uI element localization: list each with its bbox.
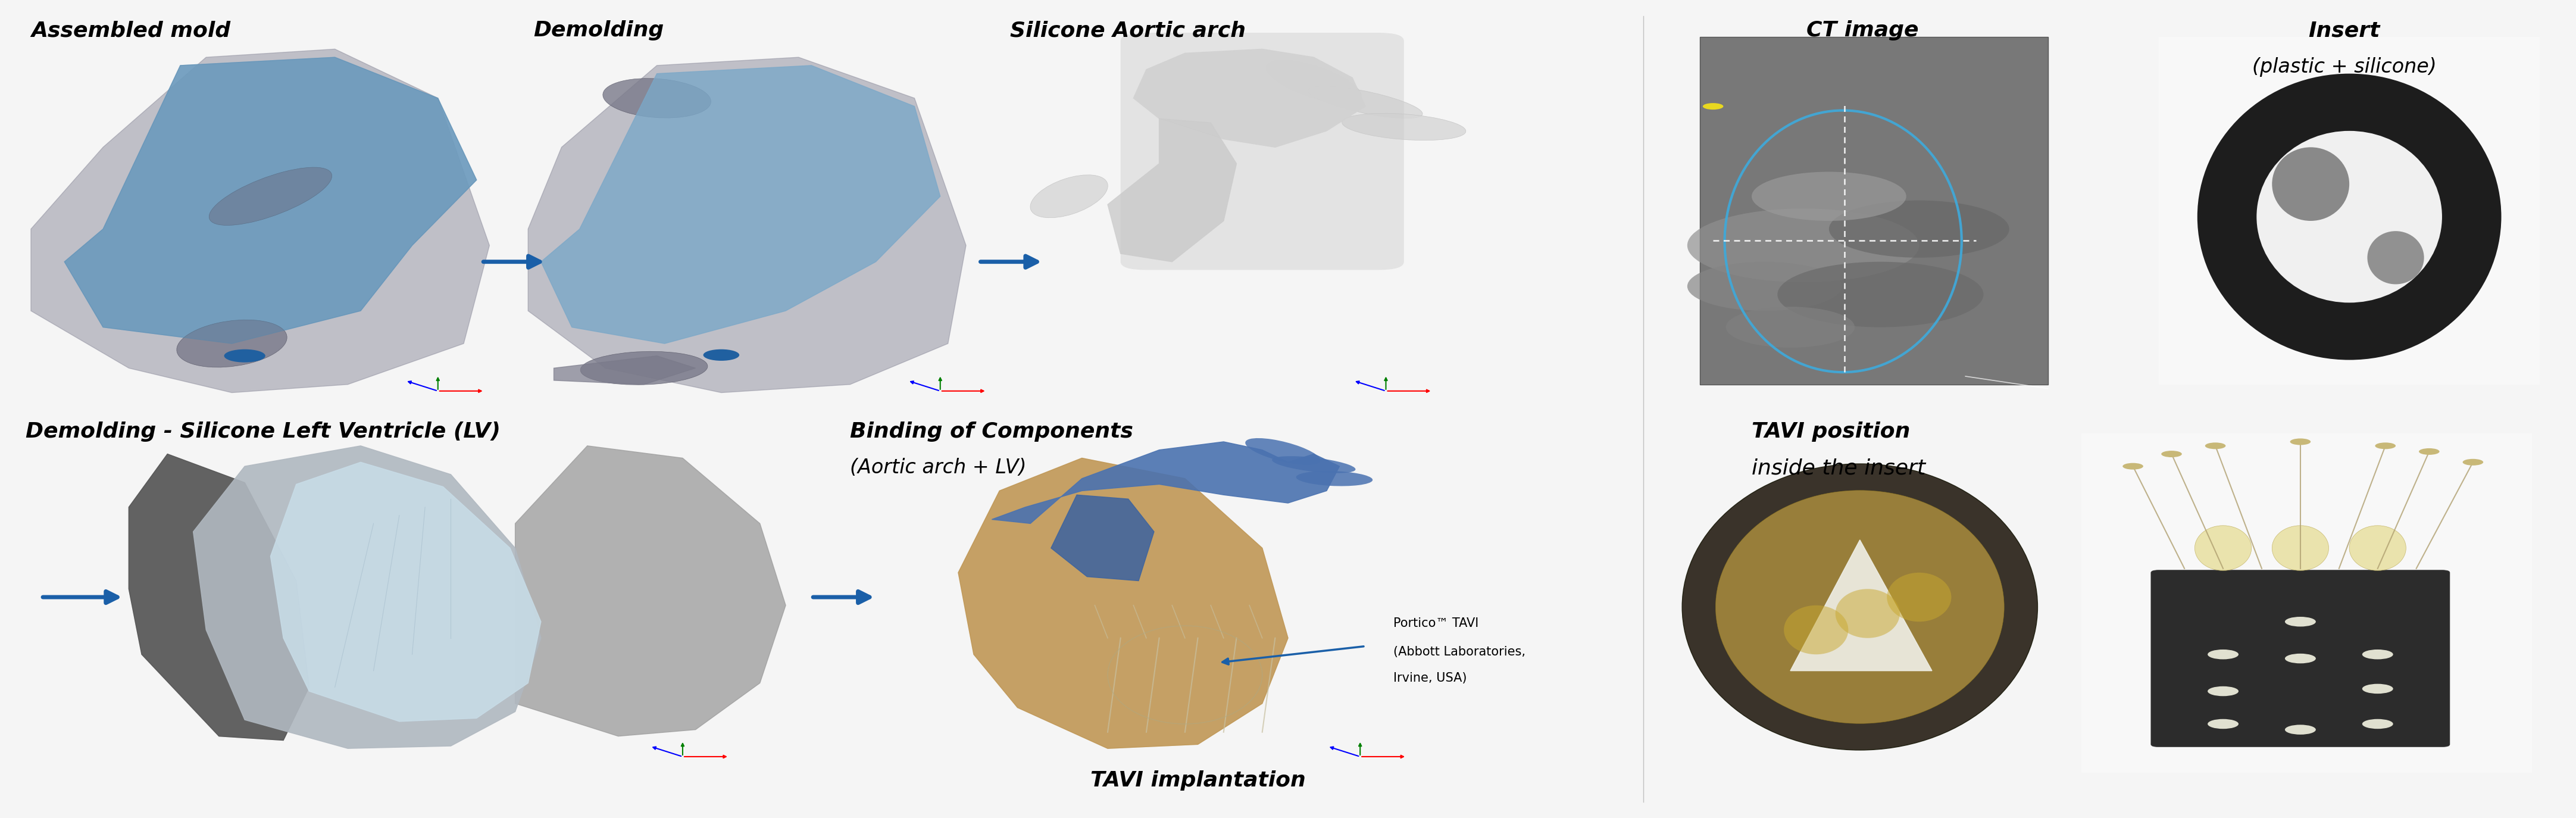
Text: Demolding: Demolding <box>533 20 665 41</box>
Text: inside the insert: inside the insert <box>1752 458 1924 479</box>
Circle shape <box>2208 686 2239 696</box>
Polygon shape <box>64 57 477 344</box>
Circle shape <box>2161 451 2182 457</box>
Ellipse shape <box>1886 573 1953 622</box>
Circle shape <box>1829 200 2009 258</box>
Polygon shape <box>515 446 786 736</box>
FancyBboxPatch shape <box>1121 33 1404 270</box>
Polygon shape <box>129 454 309 740</box>
Ellipse shape <box>2367 231 2424 285</box>
Circle shape <box>2362 684 2393 694</box>
Bar <box>1662 442 2061 765</box>
Ellipse shape <box>178 320 286 367</box>
Text: TAVI position: TAVI position <box>1752 421 1911 442</box>
Circle shape <box>1687 209 1919 282</box>
Text: Irvine, USA): Irvine, USA) <box>1394 672 1468 685</box>
Ellipse shape <box>2349 526 2406 571</box>
Text: (plastic + silicone): (plastic + silicone) <box>2251 57 2437 77</box>
Text: TAVI implantation: TAVI implantation <box>1090 771 1306 791</box>
Bar <box>2081 434 2532 773</box>
Polygon shape <box>1108 119 1236 262</box>
Ellipse shape <box>2195 526 2251 571</box>
Circle shape <box>1752 172 1906 221</box>
Circle shape <box>2419 448 2439 455</box>
Circle shape <box>2285 725 2316 735</box>
Ellipse shape <box>603 79 711 118</box>
Polygon shape <box>1051 495 1154 581</box>
FancyBboxPatch shape <box>2151 570 2450 747</box>
Polygon shape <box>958 458 1288 748</box>
Circle shape <box>703 349 739 361</box>
Text: CT image: CT image <box>1806 20 1919 41</box>
Ellipse shape <box>2257 131 2442 303</box>
Bar <box>850 434 1417 773</box>
Ellipse shape <box>1682 464 2038 750</box>
Circle shape <box>2290 438 2311 445</box>
Ellipse shape <box>209 168 332 225</box>
Text: (Abbott Laboratories,: (Abbott Laboratories, <box>1394 646 1525 658</box>
Polygon shape <box>64 57 477 344</box>
Polygon shape <box>193 446 541 748</box>
Polygon shape <box>1133 49 1365 147</box>
Ellipse shape <box>1342 114 1466 140</box>
Ellipse shape <box>1783 605 1847 654</box>
Polygon shape <box>270 462 541 721</box>
Circle shape <box>1687 262 1842 311</box>
Ellipse shape <box>1030 175 1108 218</box>
Text: Assembled mold: Assembled mold <box>31 20 229 41</box>
Text: Insert: Insert <box>2308 20 2380 41</box>
Polygon shape <box>992 442 1340 524</box>
Circle shape <box>2208 719 2239 729</box>
Bar <box>1700 37 2048 384</box>
Circle shape <box>2208 649 2239 659</box>
Circle shape <box>2285 654 2316 663</box>
Ellipse shape <box>1716 491 2004 723</box>
Text: Binding of Components: Binding of Components <box>850 421 1133 442</box>
Ellipse shape <box>1834 589 1899 638</box>
Polygon shape <box>554 356 696 384</box>
Ellipse shape <box>2197 74 2501 360</box>
Text: Portico™ TAVI: Portico™ TAVI <box>1394 618 1479 630</box>
Ellipse shape <box>2272 147 2349 221</box>
Bar <box>1018 33 1520 409</box>
Ellipse shape <box>580 352 708 384</box>
Ellipse shape <box>1244 438 1321 465</box>
Circle shape <box>224 349 265 362</box>
Circle shape <box>2463 459 2483 465</box>
Circle shape <box>2205 443 2226 449</box>
Circle shape <box>2285 617 2316 627</box>
Ellipse shape <box>1267 60 1360 104</box>
Polygon shape <box>129 454 309 740</box>
Polygon shape <box>528 57 966 393</box>
Ellipse shape <box>1273 456 1355 473</box>
Circle shape <box>1777 262 1984 327</box>
Circle shape <box>2362 649 2393 659</box>
Circle shape <box>2375 443 2396 449</box>
Bar <box>124 434 806 773</box>
Bar <box>515 33 992 409</box>
Bar <box>2159 37 2540 384</box>
Polygon shape <box>1790 540 1932 671</box>
Polygon shape <box>31 49 489 393</box>
Bar <box>13 33 489 409</box>
Ellipse shape <box>1296 471 1373 486</box>
Circle shape <box>1726 307 1855 348</box>
Polygon shape <box>541 65 940 344</box>
Text: Demolding - Silicone Left Ventricle (LV): Demolding - Silicone Left Ventricle (LV) <box>26 421 500 442</box>
Text: (Aortic arch + LV): (Aortic arch + LV) <box>850 458 1028 478</box>
Circle shape <box>1703 103 1723 110</box>
Ellipse shape <box>2272 526 2329 571</box>
Text: Silicone Aortic arch: Silicone Aortic arch <box>1010 20 1244 41</box>
Ellipse shape <box>1309 86 1422 119</box>
Circle shape <box>2123 463 2143 470</box>
Circle shape <box>2362 719 2393 729</box>
Polygon shape <box>958 458 1288 748</box>
